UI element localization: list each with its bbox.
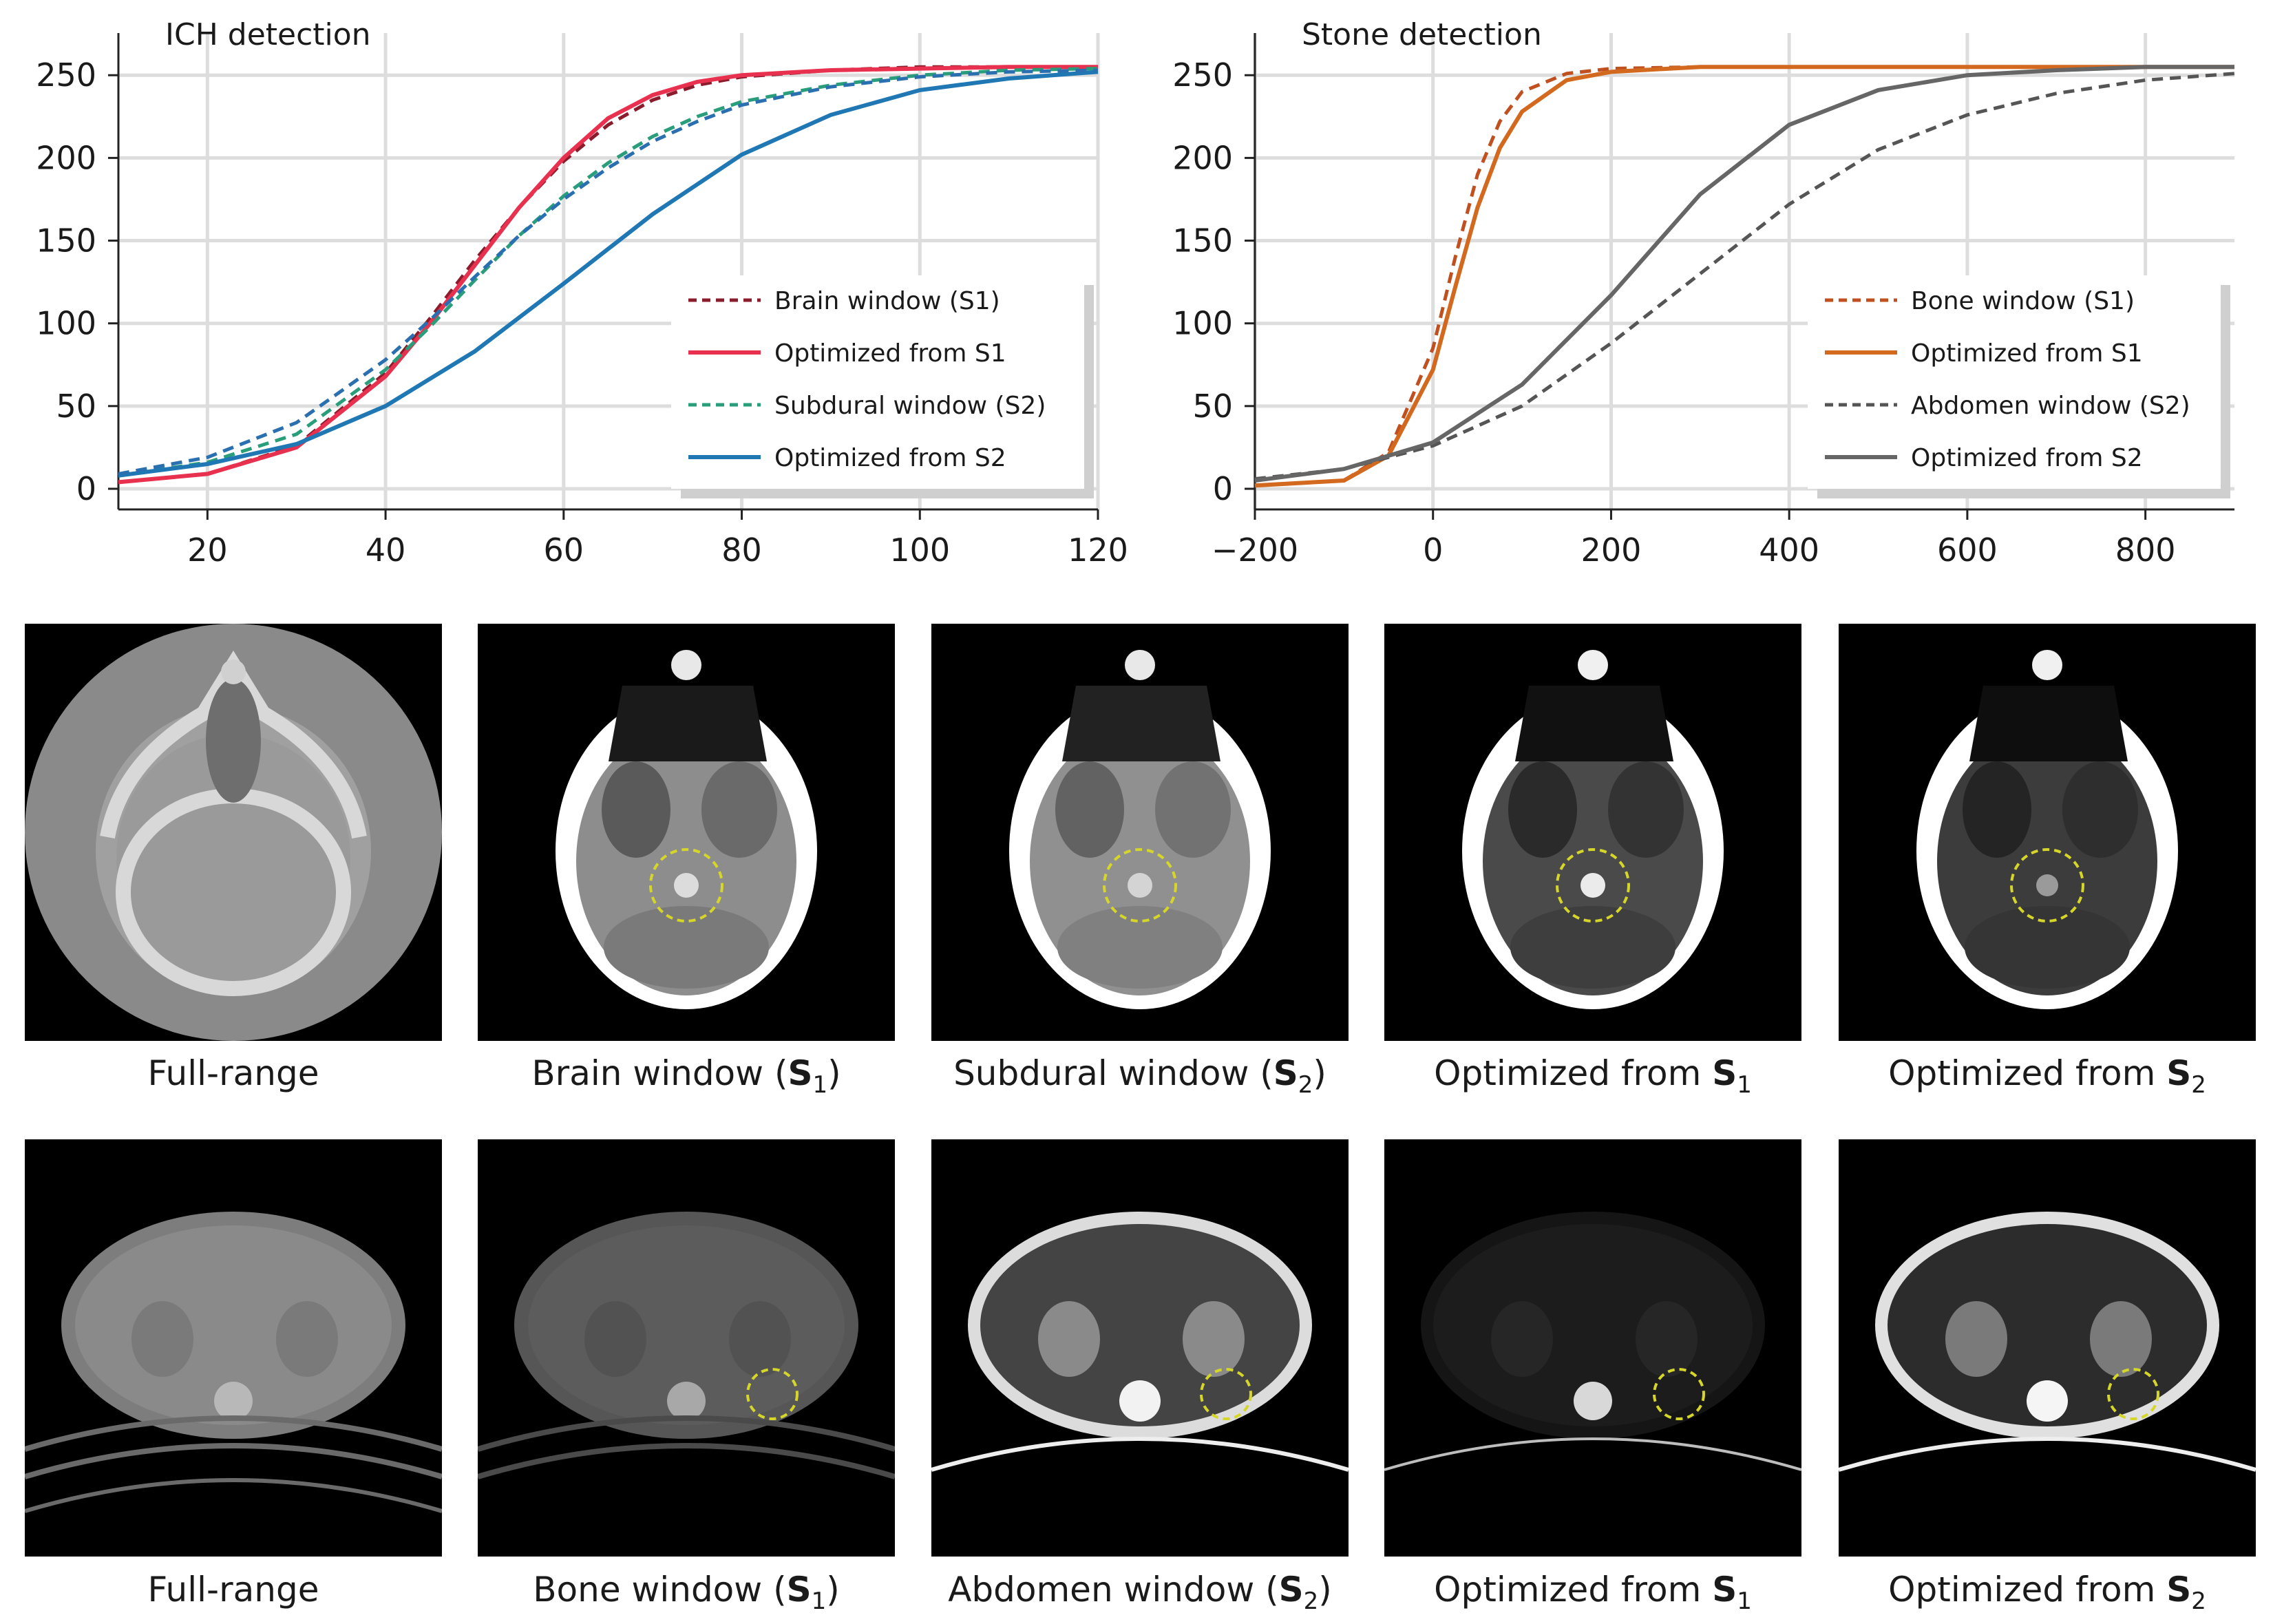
caption-head-5: Optimized from S2 — [1888, 1053, 2206, 1099]
legend-label-1: Optimized from S1 — [1911, 339, 2143, 368]
x-tick-label-5: 120 — [1068, 531, 1128, 569]
legend-label-0: Bone window (S1) — [1911, 287, 2135, 315]
y-tick-label-0: 0 — [76, 470, 96, 507]
legend-box — [1808, 275, 2221, 489]
abdomen-optimized-s2-image — [1839, 1139, 2256, 1557]
y-tick-label-0: 0 — [1213, 470, 1233, 507]
x-tick-label-1: 40 — [366, 531, 406, 569]
legend-label-2: Abdomen window (S2) — [1911, 392, 2190, 420]
stone-detection-chart: −200 0 200 400 600 800 0 50 100 150 200 250 Stone de… — [1172, 17, 2235, 569]
y-tick-label-5: 250 — [1172, 56, 1233, 94]
x-tick-label-2: 60 — [544, 531, 584, 569]
y-tick-label-5: 250 — [36, 56, 96, 94]
y-tick-label-3: 150 — [36, 222, 96, 260]
x-tick-label-5: 800 — [2115, 531, 2176, 569]
abdomen-bone-window-image — [478, 1139, 895, 1557]
x-tick-label-1: 0 — [1423, 531, 1443, 569]
y-tick-label-4: 200 — [36, 139, 96, 176]
legend-label-3: Optimized from S2 — [774, 444, 1006, 472]
caption-head-1: Full-range — [147, 1053, 319, 1093]
series-line-4 — [118, 68, 1099, 476]
caption-abd-5: Optimized from S2 — [1888, 1570, 2206, 1615]
series-line-0 — [1254, 65, 2234, 487]
ich-detection-chart: 20 40 60 80 100 120 0 50 100 150 200 250 ICH detecti… — [36, 17, 1128, 569]
caption-abd-4: Optimized from S1 — [1434, 1570, 1752, 1615]
y-tick-label-1: 50 — [1192, 388, 1233, 425]
caption-abd-1: Full-range — [147, 1570, 319, 1610]
chart-title: Stone detection — [1302, 17, 1542, 52]
head-optimized-s2-image — [1839, 624, 2256, 1041]
x-tick-label-4: 600 — [1937, 531, 1998, 569]
series-line-1 — [118, 65, 1098, 485]
x-tick-label-4: 100 — [889, 531, 950, 569]
series-line-2 — [1254, 72, 2235, 481]
abdomen-full-range-image — [25, 1139, 442, 1557]
x-tick-label-0: 20 — [187, 531, 228, 569]
abdomen-optimized-s1-image — [1384, 1139, 1801, 1557]
caption-abd-3: Abdomen window (S2) — [948, 1570, 1332, 1615]
y-tick-label-3: 150 — [1172, 222, 1233, 260]
legend-label-2: Subdural window (S2) — [774, 392, 1046, 420]
head-brain-window-image — [478, 624, 895, 1041]
x-tick-label-3: 80 — [721, 531, 762, 569]
legend-label-0: Brain window (S1) — [774, 287, 1000, 315]
caption-head-4: Optimized from S1 — [1434, 1053, 1752, 1099]
caption-abd-2: Bone window (S1) — [533, 1570, 840, 1615]
head-subdural-window-image — [931, 624, 1349, 1041]
series-line-3 — [1254, 65, 2234, 483]
head-full-range-image — [25, 624, 442, 1041]
y-tick-label-2: 100 — [1172, 305, 1233, 342]
chart-title: ICH detection — [165, 17, 371, 52]
abdomen-abdomen-window-image — [931, 1139, 1349, 1557]
head-optimized-s1-image — [1384, 624, 1801, 1041]
caption-head-3: Subdural window (S2) — [953, 1053, 1326, 1099]
legend-label-3: Optimized from S2 — [1911, 444, 2143, 472]
x-tick-label-3: 400 — [1759, 531, 1819, 569]
series-line-1 — [1254, 65, 2234, 488]
x-tick-label-0: −200 — [1212, 531, 1298, 569]
legend-box — [671, 275, 1084, 489]
y-tick-label-4: 200 — [1172, 139, 1233, 176]
series-line-3 — [118, 70, 1099, 478]
legend-label-1: Optimized from S1 — [774, 339, 1006, 368]
y-tick-label-1: 50 — [56, 388, 96, 425]
x-tick-label-2: 200 — [1581, 531, 1642, 569]
y-tick-label-2: 100 — [36, 305, 96, 342]
series-line-2 — [118, 67, 1099, 478]
caption-head-2: Brain window (S1) — [531, 1053, 841, 1099]
